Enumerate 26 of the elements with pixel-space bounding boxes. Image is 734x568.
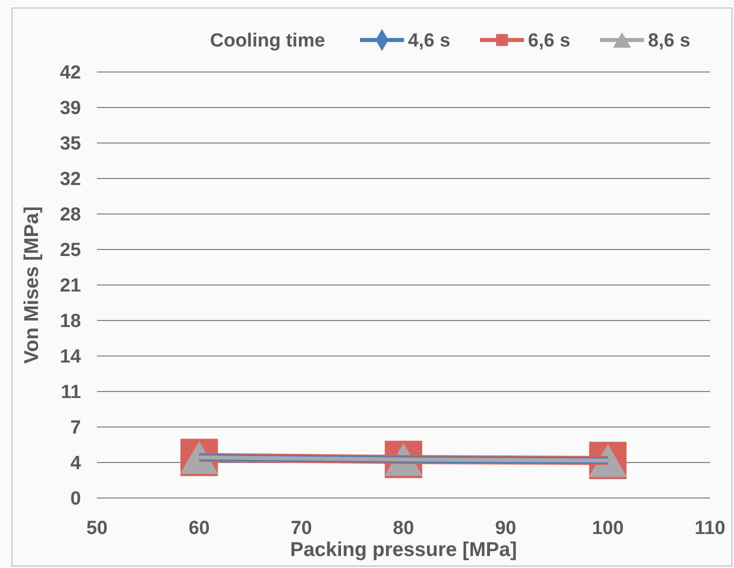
- y-tick-label: 0: [70, 488, 81, 510]
- legend-title: Cooling time: [210, 30, 326, 52]
- x-tick-label: 110: [694, 518, 726, 539]
- y-tick-label: 28: [60, 204, 81, 226]
- y-tick-label: 32: [60, 169, 81, 190]
- x-tick-label: 80: [392, 518, 414, 539]
- y-axis-title: Von Mises [MPa]: [21, 206, 43, 364]
- y-tick-label: 14: [60, 346, 82, 368]
- legend-label: 6,6 s: [528, 30, 570, 52]
- legend-label: 4,6 s: [408, 30, 450, 52]
- y-tick-label: 7: [70, 418, 81, 439]
- y-tick-label: 18: [60, 311, 81, 332]
- x-axis-title: Packing pressure [MPa]: [290, 539, 517, 561]
- x-tick-label: 70: [290, 518, 312, 539]
- x-tick-label: 60: [188, 518, 210, 539]
- x-tick-label: 50: [86, 518, 108, 539]
- y-tick-label: 39: [60, 98, 81, 120]
- x-tick-label: 90: [495, 518, 516, 539]
- y-tick-label: 4: [70, 453, 82, 474]
- y-tick-label: 21: [60, 276, 82, 297]
- y-tick-label: 42: [60, 62, 81, 84]
- y-tick-label: 11: [60, 382, 82, 404]
- legend-label: 8,6 s: [648, 30, 690, 52]
- x-tick-label: 100: [592, 518, 624, 539]
- y-tick-label: 35: [60, 134, 82, 155]
- y-tick-label: 25: [60, 240, 82, 262]
